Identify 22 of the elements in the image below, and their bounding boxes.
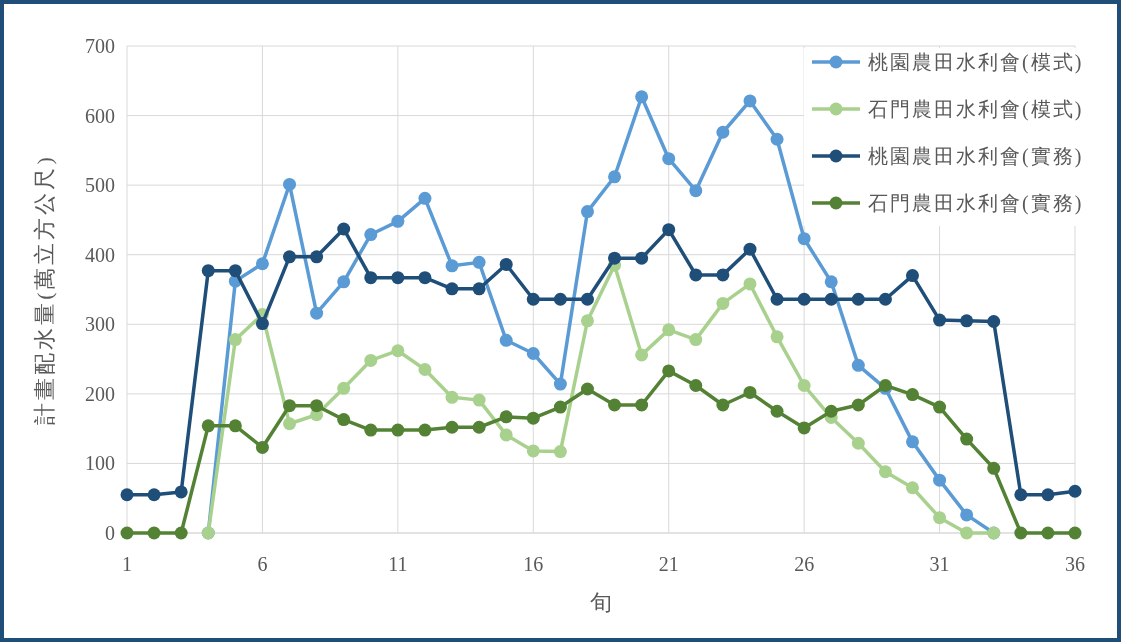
y-axis-title: 計畫配水量(萬立方公尺) <box>32 154 57 425</box>
y-tick-label: 200 <box>85 382 115 405</box>
y-tick-label: 700 <box>85 35 115 57</box>
x-axis-title: 旬 <box>590 590 612 615</box>
legend-label: 桃園農田水利會(實務) <box>868 145 1084 168</box>
x-tick-label: 26 <box>794 553 815 575</box>
y-tick-label: 500 <box>85 174 115 197</box>
legend-label: 桃園農田水利會(模式) <box>868 51 1084 74</box>
x-tick-label: 21 <box>658 553 679 575</box>
y-tick-label: 400 <box>85 243 115 266</box>
x-tick-label: 31 <box>929 553 950 575</box>
y-tick-label: 0 <box>105 522 115 544</box>
x-tick-label: 36 <box>1065 553 1085 575</box>
legend-label: 石門農田水利會(實務) <box>868 192 1084 215</box>
y-tick-label: 100 <box>85 452 115 475</box>
y-tick-label: 300 <box>85 313 115 336</box>
x-tick-label: 11 <box>388 553 408 575</box>
y-tick-label: 600 <box>85 104 115 127</box>
x-tick-label: 1 <box>122 553 132 575</box>
x-tick-label: 16 <box>523 553 544 575</box>
legend-label: 石門農田水利會(模式) <box>868 98 1084 121</box>
x-tick-label: 6 <box>257 553 268 575</box>
